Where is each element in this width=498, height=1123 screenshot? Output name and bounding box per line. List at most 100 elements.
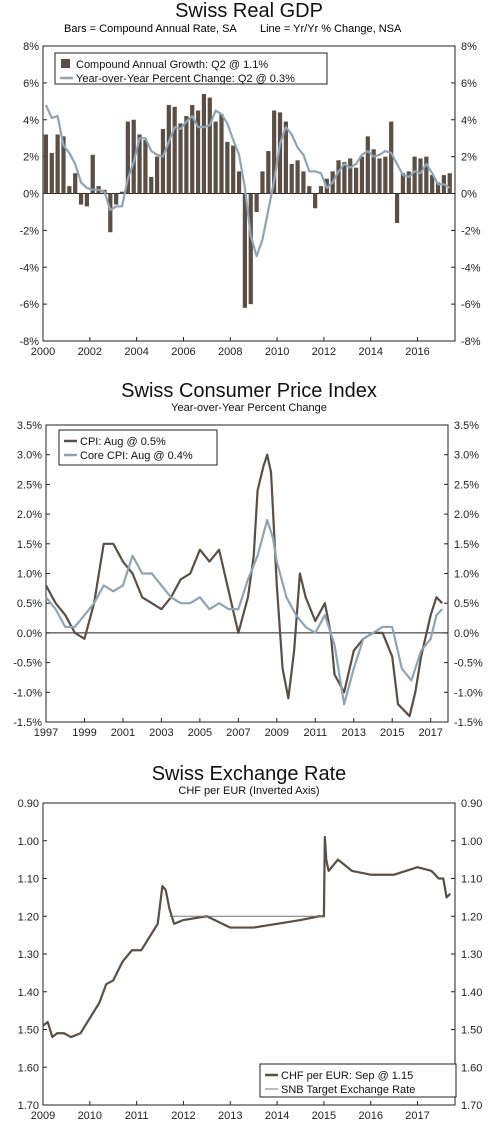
y-tick-label-left: 2.5%	[17, 479, 42, 491]
y-tick-label-left: -2%	[19, 225, 39, 237]
y-tick-label-right: 1.50	[461, 1025, 482, 1037]
y-tick-label-left: 0.90	[18, 798, 39, 810]
series-line-1	[44, 104, 451, 258]
gdp-bar	[435, 182, 441, 194]
gdp-bar	[225, 141, 230, 194]
y-tick-label-right: -0.5%	[454, 658, 483, 670]
legend-swatch	[61, 59, 70, 68]
gdp-bar	[236, 171, 242, 194]
gdp-bar	[143, 140, 148, 194]
legend-box	[259, 1063, 457, 1098]
y-tick-label-left: -6%	[19, 299, 39, 311]
gdp-subtitle-right: Line = Yr/Yr % Change, NSA	[260, 23, 402, 35]
x-tick-label: 2016	[405, 346, 429, 355]
gdp-bar	[318, 186, 324, 194]
y-tick-label-left: -1.5%	[13, 717, 42, 729]
cpi-panel: Swiss Consumer Price Index Year-over-Yea…	[0, 375, 498, 745]
legend-box	[58, 429, 218, 466]
y-tick-label-right: -4%	[461, 262, 481, 274]
gdp-bar	[254, 193, 259, 212]
gdp-bar	[301, 171, 306, 194]
y-tick-label-left: 0.5%	[17, 598, 42, 610]
gdp-bar	[260, 171, 265, 194]
gdp-subtitle-left: Bars = Compound Annual Rate, SA	[64, 23, 237, 35]
y-tick-label-right: 2.5%	[454, 479, 479, 491]
y-tick-label-right: 3.0%	[454, 450, 479, 462]
y-tick-label-right: 0%	[461, 189, 477, 201]
y-tick-label-right: -2%	[461, 225, 481, 237]
gdp-bar	[424, 156, 429, 194]
fx-panel: Swiss Exchange Rate CHF per EUR (Inverte…	[0, 758, 498, 1123]
gdp-bar	[108, 193, 113, 233]
fx-chart-subtitle: CHF per EUR (Inverted Axis)	[178, 785, 320, 797]
y-tick-label-right: 4%	[461, 115, 477, 127]
gdp-bar	[137, 134, 142, 194]
y-tick-label-right: 3.5%	[454, 420, 479, 432]
fx-chart: 0.90 0.90 1.00 1.00 1.10 1.10 1.20 1.20 1.30 1.30…	[18, 798, 483, 1122]
legend-label: SNB Target Exchange Rate	[281, 1084, 415, 1096]
gdp-bar	[406, 171, 411, 194]
gdp-bar	[43, 134, 49, 194]
gdp-bar	[336, 160, 341, 194]
y-tick-label-right: 6%	[461, 78, 477, 90]
y-tick-label-right: -8%	[461, 336, 481, 348]
y-tick-label-left: 1.50	[18, 1025, 39, 1037]
x-tick-label: 2000	[31, 346, 55, 355]
y-tick-label-right: 0.90	[461, 798, 482, 810]
gdp-chart-title: Swiss Real GDP	[175, 0, 323, 22]
y-tick-label-right: -1.5%	[454, 717, 483, 729]
y-tick-label-right: 1.10	[461, 874, 482, 886]
gdp-panel: Swiss Real GDP Bars = Compound Annual Ra…	[0, 0, 498, 355]
y-tick-label-left: 1.30	[18, 949, 39, 961]
gdp-bar	[342, 162, 347, 194]
gdp-bar	[371, 149, 376, 194]
series-line-1	[45, 518, 444, 706]
series-line-0	[45, 453, 444, 718]
x-tick-label: 2003	[149, 727, 173, 739]
x-tick-label: 2013	[218, 1110, 242, 1122]
x-tick-label: 2014	[358, 346, 382, 355]
legend-label: Year-over-Year Percent Change: Q2 @ 0.3%	[76, 73, 295, 85]
gdp-bar	[55, 134, 60, 194]
y-tick-label-left: 1.5%	[17, 539, 42, 551]
y-tick-label-left: 1.00	[18, 836, 39, 848]
x-tick-label: 2009	[265, 727, 289, 739]
legend-label: CPI: Aug @ 0.5%	[80, 436, 166, 448]
y-tick-label-left: 0.0%	[17, 628, 42, 640]
y-tick-label-left: 0%	[23, 189, 39, 201]
gdp-bar	[277, 112, 283, 194]
y-tick-label-left: 4%	[23, 115, 39, 127]
gdp-bar	[67, 186, 72, 194]
y-tick-label-left: -4%	[19, 262, 39, 274]
y-tick-label-left: -1.0%	[13, 687, 42, 699]
x-tick-label: 2006	[171, 346, 195, 355]
y-tick-label-right: 1.0%	[454, 569, 479, 581]
y-tick-label-right: 8%	[461, 41, 477, 53]
gdp-bar	[207, 97, 212, 194]
x-tick-label: 2005	[188, 727, 212, 739]
x-tick-label: 2004	[124, 346, 148, 355]
x-tick-label: 2012	[312, 346, 336, 355]
gdp-bar	[125, 121, 130, 194]
gdp-bar	[155, 156, 160, 194]
gdp-bar	[219, 114, 224, 194]
gdp-bar	[295, 160, 300, 194]
gdp-bar	[389, 121, 394, 194]
fx-chart-title: Swiss Exchange Rate	[151, 763, 347, 785]
y-tick-label-left: 6%	[23, 78, 39, 90]
gdp-bar	[166, 105, 171, 194]
gdp-bar	[61, 136, 66, 194]
gdp-bar	[119, 191, 125, 194]
gdp-bar	[160, 128, 166, 194]
series-line-0	[42, 835, 452, 1039]
gdp-bar	[201, 93, 207, 194]
y-tick-label-left: 3.0%	[17, 450, 42, 462]
x-tick-label: 2013	[342, 727, 366, 739]
gdp-bar	[114, 193, 119, 205]
x-tick-label: 2015	[380, 727, 404, 739]
gdp-bar	[172, 106, 177, 194]
gdp-bar	[365, 136, 370, 194]
y-tick-label-right: 0.5%	[454, 598, 479, 610]
y-tick-label-left: -8%	[19, 336, 39, 348]
x-tick-label: 2015	[312, 1110, 336, 1122]
